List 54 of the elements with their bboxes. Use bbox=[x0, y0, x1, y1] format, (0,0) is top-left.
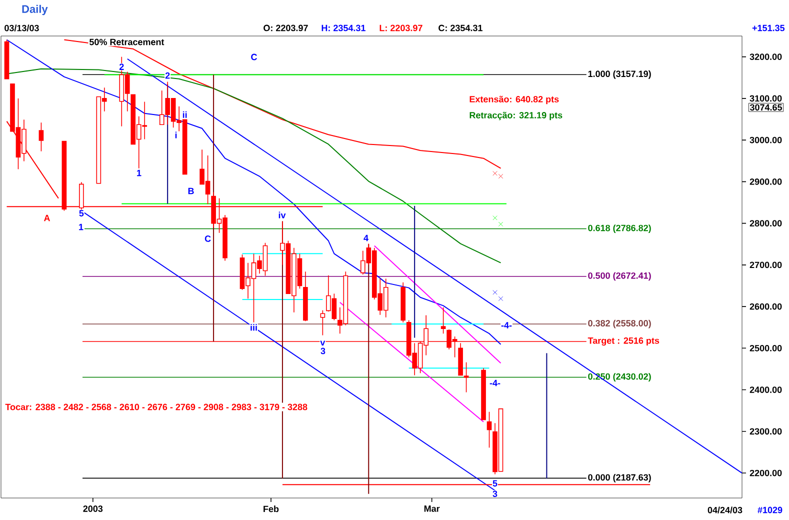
annotation: Extensão: 640.82 pts bbox=[470, 96, 559, 104]
annotation: C bbox=[251, 54, 258, 60]
y-tick-label: 2800.00 bbox=[750, 220, 782, 226]
y-tick-label: 3100.00 bbox=[750, 95, 782, 102]
annotation: 1 bbox=[79, 224, 84, 230]
y-tick-label: 2300.00 bbox=[750, 428, 782, 435]
annotation: 4 bbox=[364, 234, 368, 242]
annotation: v bbox=[320, 340, 326, 346]
ref-line-label: 0.000 (2187.63) bbox=[588, 474, 651, 482]
text: 3074.65 bbox=[750, 104, 782, 111]
ref-line-label: 0.382 (2558.00) bbox=[588, 320, 651, 328]
text: +151.35 bbox=[752, 24, 785, 32]
annotation: 50% Retracement bbox=[89, 38, 164, 46]
annotation: A bbox=[44, 214, 50, 222]
annotation: Retracção: 321.19 pts bbox=[470, 112, 562, 120]
text: 03/13/03 bbox=[4, 24, 39, 32]
ref-line-label: 0.500 (2672.41) bbox=[588, 272, 651, 281]
annotation: 2 bbox=[119, 64, 124, 70]
y-tick-label: 2400.00 bbox=[750, 386, 782, 393]
y-tick-label: 2200.00 bbox=[750, 470, 782, 476]
annotation: iv bbox=[278, 212, 286, 218]
text: H: 2354.31 bbox=[322, 24, 366, 32]
y-tick-label: 2900.00 bbox=[750, 178, 782, 185]
text: L: 2203.97 bbox=[380, 24, 422, 32]
annotation: 5 bbox=[492, 480, 498, 487]
x-tick-label: Mar bbox=[424, 506, 440, 512]
ref-line-label: 1.000 (3157.19) bbox=[588, 70, 651, 79]
annotation: B bbox=[188, 188, 194, 194]
y-tick-label: 2600.00 bbox=[750, 303, 782, 310]
text: #1029 bbox=[758, 506, 782, 514]
annotation: 2 bbox=[165, 72, 170, 79]
y-tick-label: 3200.00 bbox=[750, 54, 782, 60]
annotation: -4- bbox=[501, 322, 512, 328]
annotation: 3 bbox=[492, 490, 498, 498]
y-tick-label: 2700.00 bbox=[750, 262, 782, 268]
y-tick-label: 3000.00 bbox=[750, 136, 782, 144]
annotation: ii bbox=[182, 111, 187, 118]
ref-line-label: Target : 2516 pts bbox=[588, 337, 660, 346]
annotation: C bbox=[204, 236, 211, 242]
text: 04/24/03 bbox=[708, 506, 742, 514]
text: O: 2203.97 bbox=[264, 24, 308, 32]
annotation: 5 bbox=[79, 210, 84, 216]
annotation: Tocar: 2388 - 2482 - 2568 - 2610 - 2676 - 2769 - 2908 - 2983 - 3179 - 3288 bbox=[5, 404, 308, 410]
y-tick-label: 2500.00 bbox=[750, 344, 782, 352]
annotation: i bbox=[175, 132, 177, 138]
ref-line-label: 0.618 (2786.82) bbox=[588, 224, 651, 233]
chart-title: Daily bbox=[22, 4, 48, 16]
annotation: 3 bbox=[320, 348, 326, 354]
annotation: iii bbox=[250, 324, 257, 331]
annotation: 1 bbox=[137, 170, 142, 176]
annotation: -4- bbox=[490, 380, 500, 386]
x-tick-label: 2003 bbox=[83, 506, 103, 512]
x-tick-label: Feb bbox=[264, 506, 279, 512]
text: C: 2354.31 bbox=[438, 24, 482, 32]
